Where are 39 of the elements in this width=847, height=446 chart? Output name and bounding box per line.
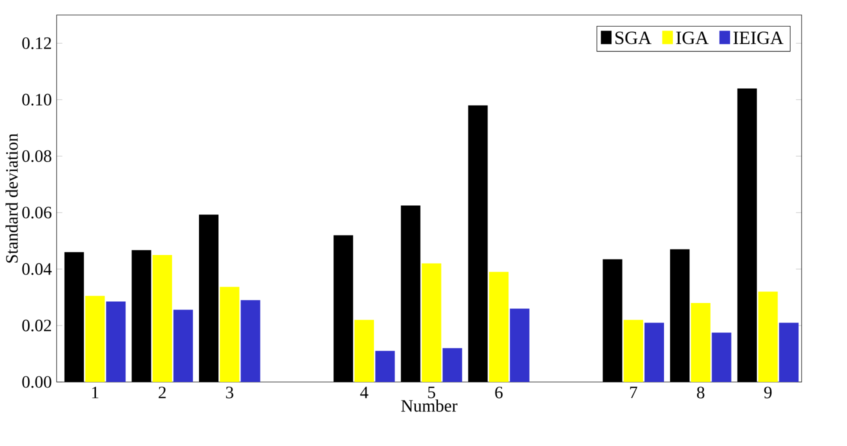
y-tick-label: 0.12 [22,37,51,50]
bar [85,296,105,382]
bar [779,322,799,382]
y-tick-label: 0.10 [22,94,52,106]
bar [152,254,172,382]
legend-label: IEIGA [733,32,784,44]
bar [375,350,395,382]
y-axis-title: Standard deviation [6,134,18,263]
x-axis-title: Number [401,400,458,412]
bar [758,292,778,382]
legend-label: SGA [615,32,652,44]
bar [240,300,260,382]
y-tick-label: 0.08 [22,150,52,162]
x-tick-label: 1 [92,386,98,398]
x-tick-label: 8 [697,386,704,398]
bar [106,302,126,382]
x-tick-label: 3 [226,386,234,398]
bar [442,348,462,382]
x-tick-label: 2 [158,386,166,398]
y-tick-label: 0.04 [22,263,52,275]
x-tick-label: 7 [630,386,638,398]
bar [712,332,732,382]
x-tick-label: 6 [495,386,503,398]
bar [220,286,240,382]
bar [354,320,374,382]
x-tick-label: 9 [764,386,772,398]
bar [624,320,644,382]
y-tick-label: 0.06 [22,206,52,218]
x-tick-label: 4 [360,386,368,398]
legend-label: IGA [676,32,709,44]
y-tick-label: 0.02 [22,320,51,332]
bar [173,310,193,382]
bar [644,322,664,382]
bar [690,302,710,382]
x-tick-label: 5 [428,386,436,398]
y-tick-label: 0.00 [22,376,52,388]
bar [422,263,442,382]
bar [489,272,509,382]
bar [510,308,530,382]
